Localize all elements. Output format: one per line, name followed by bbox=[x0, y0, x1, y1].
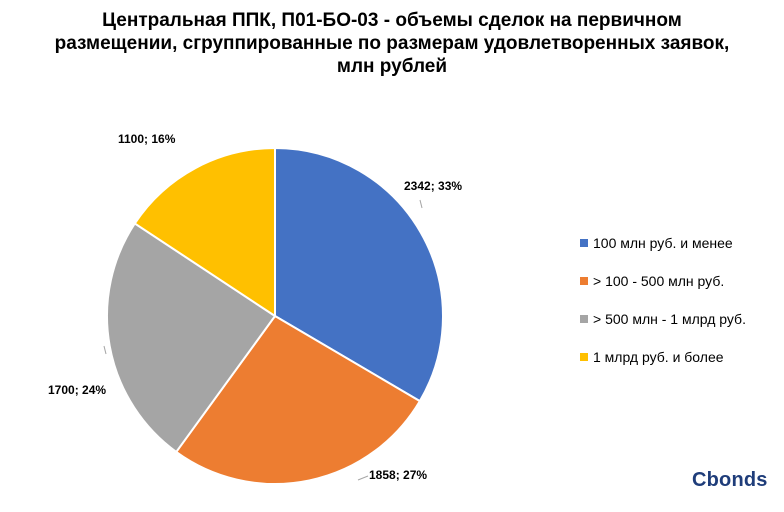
leader-line bbox=[103, 345, 107, 355]
legend-item: > 100 - 500 млн руб. bbox=[580, 271, 746, 290]
legend-item: 100 млн руб. и менее bbox=[580, 233, 746, 252]
pie-slice bbox=[133, 146, 276, 318]
legend-label: > 500 млн - 1 млрд руб. bbox=[593, 310, 746, 327]
legend-swatch bbox=[580, 352, 588, 361]
chart-legend: 100 млн руб. и менее > 100 - 500 млн руб.… bbox=[580, 233, 746, 385]
legend-label: > 100 - 500 млн руб. bbox=[593, 272, 725, 289]
legend-label: 1 млрд руб. и более bbox=[593, 348, 724, 365]
pie-slice bbox=[174, 314, 422, 485]
pie-slice bbox=[274, 146, 444, 403]
data-label: 1100; 16% bbox=[118, 132, 176, 146]
data-label: 1858; 27% bbox=[369, 468, 427, 482]
data-label: 2342; 33% bbox=[404, 179, 462, 193]
legend-swatch bbox=[580, 238, 588, 247]
legend-label: 100 млн руб. и менее bbox=[593, 234, 733, 251]
legend-item: > 500 млн - 1 млрд руб. bbox=[580, 309, 746, 328]
leader-line bbox=[357, 475, 369, 481]
legend-item: 1 млрд руб. и более bbox=[580, 347, 746, 366]
leader-line bbox=[419, 199, 423, 209]
data-label: 1700; 24% bbox=[48, 383, 106, 397]
cbonds-logo: Cbonds bbox=[692, 469, 768, 491]
pie-slice bbox=[106, 222, 277, 454]
chart-title-rest: объемы сделок на первичном размещении, с… bbox=[54, 10, 730, 77]
chart-title-bold: Центральная ППК, П01-БО-03 - bbox=[102, 10, 391, 31]
legend-swatch bbox=[580, 276, 588, 285]
legend-swatch bbox=[580, 314, 588, 323]
chart-title: Центральная ППК, П01-БО-03 - объемы сдел… bbox=[40, 9, 744, 78]
